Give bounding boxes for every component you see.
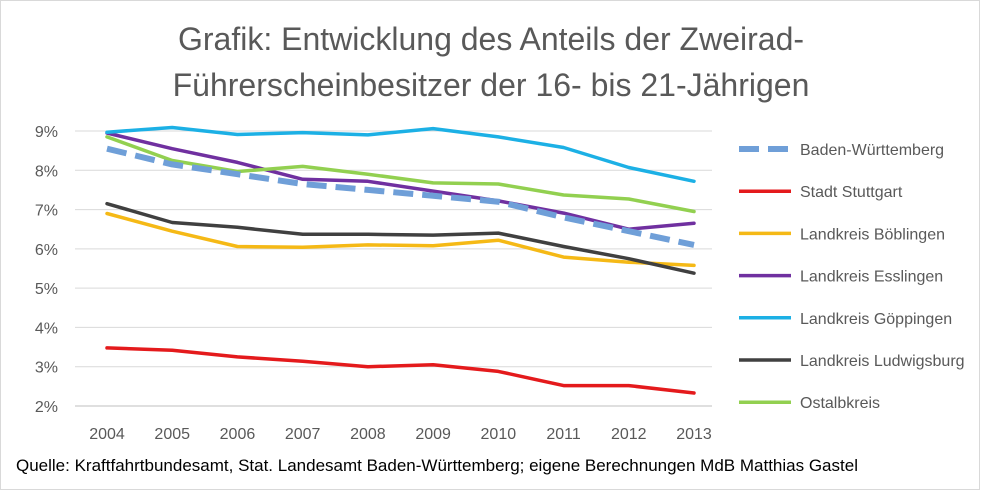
x-tick-label: 2007 — [285, 426, 321, 443]
y-tick-label: 6% — [35, 242, 58, 259]
series-line-5 — [105, 201, 696, 275]
legend-label: Landkreis Ludwigsburg — [800, 353, 965, 370]
grid-lines — [75, 130, 712, 407]
legend: Baden-Württemberg Stadt Stuttgart Landkrei… — [739, 142, 965, 412]
y-tick-label: 8% — [35, 163, 58, 180]
legend-label: Ostalbkreis — [800, 395, 880, 412]
series-lines — [105, 125, 696, 395]
chart-title-line-2: Führerscheinbesitzer der 16- bis 21-Jähr… — [172, 67, 810, 103]
y-tick-label: 9% — [35, 124, 58, 141]
legend-label: Stadt Stuttgart — [800, 184, 903, 201]
x-tick-label: 2005 — [154, 426, 190, 443]
y-axis-tick-labels: 2% 3% 4% 5% 6% 7% 8% 9% — [35, 124, 58, 416]
x-tick-label: 2006 — [220, 426, 256, 443]
y-tick-label: 4% — [35, 320, 58, 337]
x-tick-label: 2008 — [350, 426, 386, 443]
y-tick-label: 7% — [35, 203, 58, 220]
series-line-0 — [106, 145, 695, 248]
series-line-4 — [105, 125, 696, 184]
series-line-1 — [105, 346, 696, 395]
x-tick-label: 2012 — [611, 426, 647, 443]
legend-label: Baden-Württemberg — [800, 142, 944, 159]
chart-title-line-1: Grafik: Entwicklung des Anteils der Zwei… — [177, 21, 805, 57]
x-axis-tick-labels: 2004 2005 2006 2007 2008 2009 2010 2011 2012 2013 — [89, 426, 712, 443]
legend-label: Landkreis Böblingen — [800, 226, 945, 243]
x-tick-label: 2011 — [546, 426, 581, 443]
source-note: Quelle: Kraftfahrtbundesamt, Stat. Lande… — [16, 456, 858, 475]
x-tick-label: 2013 — [676, 426, 712, 443]
x-tick-label: 2010 — [481, 426, 517, 443]
series-line-3 — [105, 131, 696, 231]
series-line-6 — [105, 135, 696, 214]
series-line-2 — [105, 211, 696, 268]
x-tick-label: 2004 — [89, 426, 125, 443]
legend-label: Landkreis Göppingen — [800, 311, 952, 328]
y-tick-label: 3% — [35, 360, 58, 377]
y-tick-label: 2% — [35, 399, 58, 416]
y-tick-label: 5% — [35, 281, 58, 298]
x-tick-label: 2009 — [415, 426, 451, 443]
legend-label: Landkreis Esslingen — [800, 269, 943, 286]
